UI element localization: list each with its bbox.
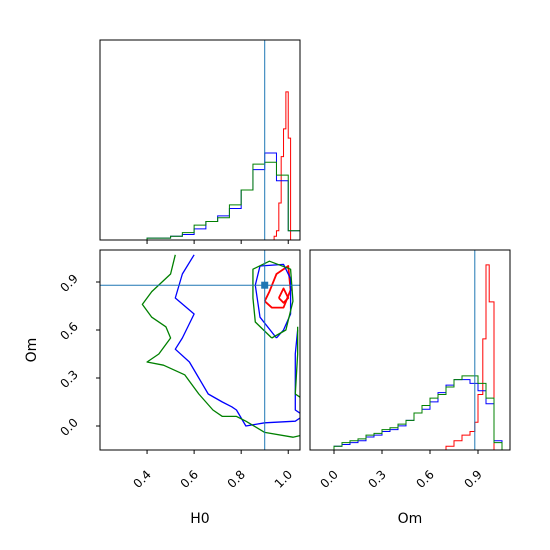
h0-hist-red bbox=[273, 91, 292, 240]
joint-contours bbox=[141, 254, 300, 438]
joint-ytick-label: 0.6 bbox=[57, 319, 80, 342]
contour-blue bbox=[294, 329, 300, 414]
truth-marker bbox=[261, 281, 269, 289]
om-hist-blue bbox=[310, 379, 503, 450]
contour-blue bbox=[174, 254, 300, 427]
joint-xtick-label: 0.4 bbox=[131, 467, 154, 490]
joint-ytick-label: 0.9 bbox=[57, 271, 80, 294]
contour-red bbox=[263, 265, 292, 309]
om-marginal-xtick-label: 0.3 bbox=[365, 467, 388, 490]
joint-xtick-label: 0.8 bbox=[225, 467, 248, 490]
h0-hist-blue bbox=[100, 152, 300, 240]
contour-green bbox=[252, 260, 294, 339]
om-marginal-xtick-label: 0.9 bbox=[461, 467, 484, 490]
x-axis-label-om: Om bbox=[398, 511, 423, 527]
contour-green bbox=[294, 326, 300, 398]
axis-labels: H0 Om Om bbox=[24, 338, 422, 527]
om-marginal-xtick-label: 0.6 bbox=[413, 467, 436, 490]
contour-green bbox=[141, 254, 300, 438]
y-axis-label-om: Om bbox=[24, 338, 40, 363]
h0-marginal-panel bbox=[99, 39, 301, 244]
om-marginal-panel: 0.0 0.3 0.6 0.9 bbox=[309, 249, 511, 491]
om-hist-red bbox=[430, 264, 495, 450]
joint-frame bbox=[99, 249, 301, 451]
x-axis-label-h0: H0 bbox=[190, 511, 209, 527]
h0-marginal-frame bbox=[99, 39, 301, 241]
h0-hist-green bbox=[100, 161, 300, 240]
contour-red bbox=[278, 287, 290, 304]
om-marginal-xtick-label: 0.0 bbox=[317, 467, 340, 490]
om-marginal-frame bbox=[309, 249, 511, 451]
joint-xtick-label: 1.0 bbox=[272, 467, 295, 490]
h0-hist-series bbox=[100, 91, 300, 240]
joint-ytick-label: 0.0 bbox=[57, 415, 80, 438]
om-vs-h0-joint-panel: 0.4 0.6 0.8 1.0 0.0 0.3 0.6 0.9 bbox=[57, 249, 301, 491]
om-hist-series bbox=[310, 264, 503, 450]
joint-ytick-label: 0.3 bbox=[57, 367, 80, 390]
om-hist-green bbox=[310, 375, 503, 450]
joint-xtick-label: 0.6 bbox=[178, 467, 201, 490]
contour-blue bbox=[254, 263, 292, 339]
